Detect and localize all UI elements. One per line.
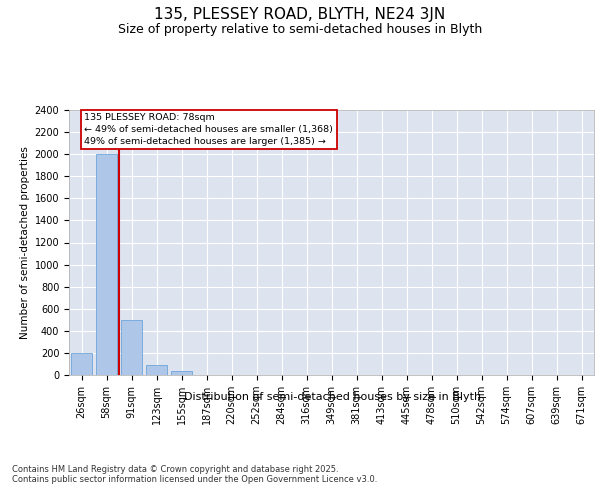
Bar xyxy=(171,371,192,375)
Y-axis label: Number of semi-detached properties: Number of semi-detached properties xyxy=(20,146,31,339)
Bar xyxy=(96,154,117,375)
Text: 135 PLESSEY ROAD: 78sqm
← 49% of semi-detached houses are smaller (1,368)
49% of: 135 PLESSEY ROAD: 78sqm ← 49% of semi-de… xyxy=(85,114,334,146)
Bar xyxy=(121,320,142,375)
Text: Distribution of semi-detached houses by size in Blyth: Distribution of semi-detached houses by … xyxy=(184,392,482,402)
Text: Contains HM Land Registry data © Crown copyright and database right 2025.
Contai: Contains HM Land Registry data © Crown c… xyxy=(12,465,377,484)
Bar xyxy=(71,353,92,375)
Text: 135, PLESSEY ROAD, BLYTH, NE24 3JN: 135, PLESSEY ROAD, BLYTH, NE24 3JN xyxy=(154,8,446,22)
Bar xyxy=(146,365,167,375)
Text: Size of property relative to semi-detached houses in Blyth: Size of property relative to semi-detach… xyxy=(118,22,482,36)
